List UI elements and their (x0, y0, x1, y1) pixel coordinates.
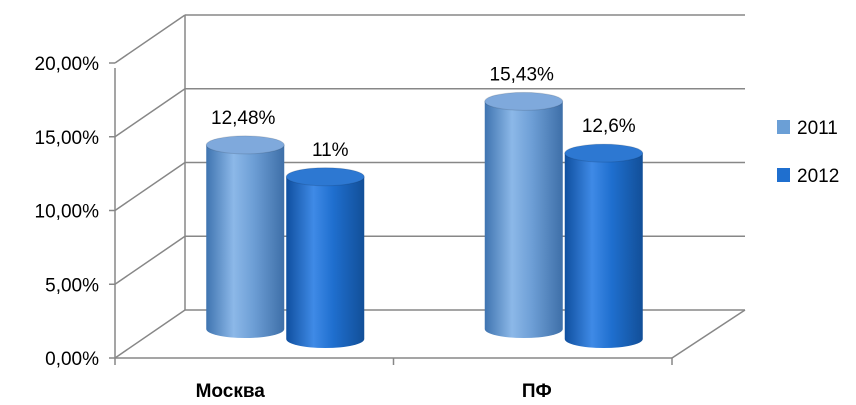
gridline-depth (114, 88, 186, 138)
data-label: 12,48% (211, 108, 276, 129)
bar-cylinder-top (285, 167, 365, 187)
bar-cylinder-top (484, 91, 564, 111)
x-category-label: ПФ (522, 381, 552, 402)
data-label: 11% (312, 140, 349, 161)
legend-label: 2012 (797, 166, 839, 187)
bar-cylinder (564, 153, 643, 348)
gridline-depth (114, 161, 186, 212)
floor-right-edge (671, 309, 746, 359)
legend-swatch (777, 168, 790, 182)
y-tick-label: 10,00% (35, 202, 100, 223)
bar-cylinder (286, 176, 365, 348)
data-label: 15,43% (490, 64, 555, 85)
gridline-depth (114, 14, 186, 64)
bar-cylinder-top (564, 143, 644, 163)
y-tick-label: 20,00% (35, 54, 100, 75)
gridline-depth (114, 309, 186, 359)
bar-cylinder-top (205, 135, 285, 155)
legend-label: 2011 (797, 118, 838, 139)
y-tick-label: 0,00% (45, 349, 99, 370)
legend-swatch (777, 120, 790, 134)
y-tick-label: 15,00% (35, 128, 100, 149)
x-category-label: Москва (196, 381, 266, 402)
data-label: 12,6% (582, 116, 636, 137)
bar-cylinder (484, 101, 563, 338)
gridline-depth (114, 235, 186, 285)
y-tick-label: 5,00% (45, 275, 99, 296)
bar-cylinder (206, 144, 285, 338)
